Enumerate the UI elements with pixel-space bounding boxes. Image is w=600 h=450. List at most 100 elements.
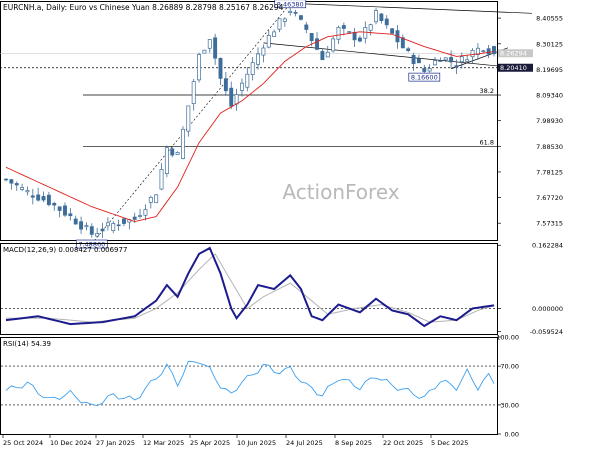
candle-body (223, 78, 228, 92)
candle-body (304, 24, 309, 30)
price-candle (111, 221, 116, 234)
price-candle (63, 202, 67, 217)
candle-body (261, 47, 266, 56)
macd-line (5, 246, 495, 328)
annotation-label: 7.48860 (78, 241, 105, 249)
rsi-tick-label: 100.00 (496, 334, 519, 342)
candle-body (20, 187, 25, 190)
macd-signal-line (6, 253, 495, 323)
uptrend-dotted-line (91, 3, 291, 244)
candle-body (4, 178, 8, 181)
candle-body (282, 18, 287, 22)
price-candle (443, 57, 448, 63)
current-price-tag-box (498, 49, 533, 58)
price-tick-label: 7.88530 (536, 143, 563, 151)
price-candle (298, 14, 303, 21)
price-candle (470, 48, 475, 64)
price-candle (186, 105, 191, 137)
candle-body (325, 51, 330, 58)
candle-body (443, 57, 448, 61)
candle-body (111, 223, 116, 231)
candle-body (320, 51, 325, 61)
candle-body (481, 50, 486, 52)
price-candle (492, 45, 496, 57)
candle-body (245, 73, 250, 88)
price-candle (46, 191, 51, 207)
candle-body (336, 26, 341, 40)
fib-level-label: 38.2 (480, 87, 494, 95)
price-candle (175, 151, 180, 155)
candle-body (63, 205, 67, 216)
price-candle (14, 181, 19, 191)
rsi-tick-label: 70.00 (500, 363, 519, 371)
price-candle (390, 28, 395, 35)
price-candle (256, 47, 260, 70)
rsi-panel: RSI(14) 54.39 100.00 70.00 30.00 0.00 (0, 334, 519, 439)
candle-body (298, 15, 303, 20)
price-candle (191, 78, 196, 111)
candle-body (390, 28, 395, 34)
price-candle (320, 48, 325, 61)
rsi-tick-label: 0.00 (505, 431, 519, 439)
price-candle (73, 215, 78, 225)
price-candle (181, 126, 185, 160)
price-candle (95, 227, 100, 238)
candle-body (368, 24, 373, 31)
price-candle (427, 64, 432, 73)
watermark-text: ActionForex (282, 180, 399, 204)
marker-price-tag-box (498, 63, 533, 72)
candle-body (229, 87, 234, 107)
candle-body (14, 183, 19, 186)
candle-body (309, 33, 314, 42)
candle-body (352, 31, 357, 41)
candle-body (95, 233, 100, 237)
candle-body (266, 35, 271, 48)
price-candle (170, 147, 175, 158)
candle-body (138, 215, 143, 217)
candle-body (46, 194, 51, 206)
x-tick-label: 27 Jan 2025 (96, 439, 135, 447)
x-axis: 25 Oct 2024 10 Dec 2024 27 Jan 2025 12 Mar … (2, 434, 468, 447)
price-candle (4, 178, 8, 182)
price-candle (164, 145, 169, 178)
candle-body (36, 194, 41, 201)
price-candle (475, 43, 480, 60)
channel-upper-line (295, 3, 533, 14)
candle-body (277, 18, 282, 30)
price-candle (20, 183, 25, 192)
macd-tick-label: 0.162284 (532, 242, 563, 250)
macd-title: MACD(12,26,9) 0.008427 0.006977 (3, 246, 127, 254)
price-candle (79, 216, 84, 234)
candle-body (57, 206, 62, 211)
price-candle (406, 46, 411, 53)
price-candle (240, 78, 244, 97)
candle-body (52, 202, 57, 206)
candle-body (449, 57, 454, 63)
price-candle (218, 57, 223, 86)
price-candle (304, 21, 309, 34)
price-candle (234, 88, 239, 111)
candle-body (41, 196, 46, 201)
candle-body (68, 213, 73, 217)
price-candle (433, 56, 437, 66)
price-candle (352, 27, 357, 48)
candle-body (470, 50, 475, 58)
candle-body (427, 68, 432, 72)
macd-panel-frame (0, 243, 498, 335)
price-candle (272, 29, 277, 37)
annotation-label: 8.46380 (277, 0, 304, 8)
candle-body (256, 53, 260, 65)
candle-body (411, 54, 416, 64)
price-candle (368, 23, 373, 36)
candle-body (492, 46, 496, 55)
price-candle (154, 194, 159, 204)
candle-body (175, 152, 180, 155)
price-candle (411, 52, 416, 71)
current-price-tag-label: 8.26294 (500, 50, 527, 58)
candle-body (170, 148, 175, 156)
price-candle (422, 64, 427, 74)
candle-body (100, 228, 105, 232)
price-candle (116, 219, 121, 231)
candle-body (406, 48, 411, 51)
candle-body (357, 37, 362, 42)
